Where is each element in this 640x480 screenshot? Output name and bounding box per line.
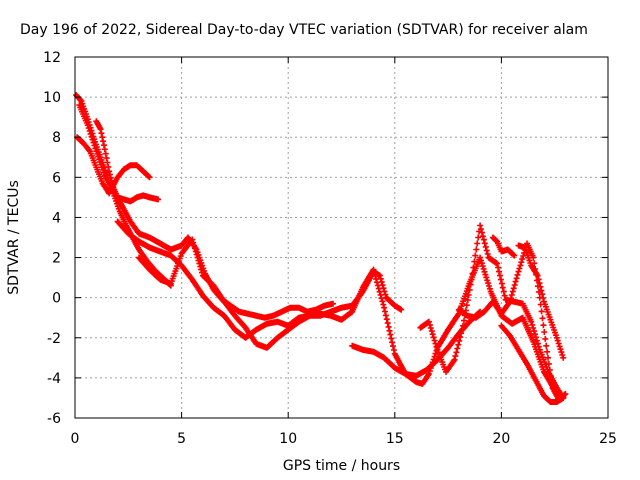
y-axis-label: SDTVAR / TECUs (6, 180, 22, 295)
plus-markers (93, 118, 162, 205)
y-tick-label: 0 (52, 291, 61, 307)
series-10 (498, 322, 567, 405)
y-tick-label: -4 (47, 371, 61, 387)
y-tick-label: 6 (52, 170, 61, 186)
plus-markers (349, 254, 567, 401)
plus-markers (76, 102, 336, 321)
y-tick-label: 2 (52, 251, 61, 267)
y-tick-label: 8 (52, 130, 61, 146)
series-8 (417, 222, 567, 401)
plot-frame (74, 56, 609, 419)
plus-markers (489, 234, 518, 259)
plus-markers (455, 240, 569, 403)
y-tick-label: -6 (47, 411, 61, 427)
series-1 (73, 92, 174, 289)
y-tick-label: 12 (43, 50, 61, 66)
x-tick-label: 0 (71, 431, 80, 447)
grid (75, 57, 608, 418)
x-axis-label: GPS time / hours (283, 458, 400, 474)
series-12 (489, 234, 518, 259)
x-tick-label: 5 (177, 431, 186, 447)
series-9 (455, 240, 569, 403)
plus-markers (417, 222, 567, 401)
data-points (73, 92, 569, 405)
y-tick-label: -2 (47, 331, 61, 347)
x-tick-label: 20 (492, 431, 510, 447)
y-tick-label: 4 (52, 210, 61, 226)
series-7 (349, 254, 567, 401)
plus-markers (515, 242, 567, 361)
axis-ticks: 0 5 10 15 20 25 -6 -4 -2 0 2 4 6 8 10 12 (43, 50, 617, 447)
plus-markers (498, 322, 567, 405)
x-tick-label: 25 (599, 431, 617, 447)
series-4 (76, 102, 336, 321)
series-3 (93, 118, 162, 205)
series-11 (515, 242, 567, 361)
y-tick-label: 10 (43, 90, 61, 106)
x-tick-label: 15 (386, 431, 404, 447)
x-tick-label: 10 (279, 431, 297, 447)
plus-markers (73, 92, 174, 289)
chart-title: Day 196 of 2022, Sidereal Day-to-day VTE… (20, 22, 588, 38)
